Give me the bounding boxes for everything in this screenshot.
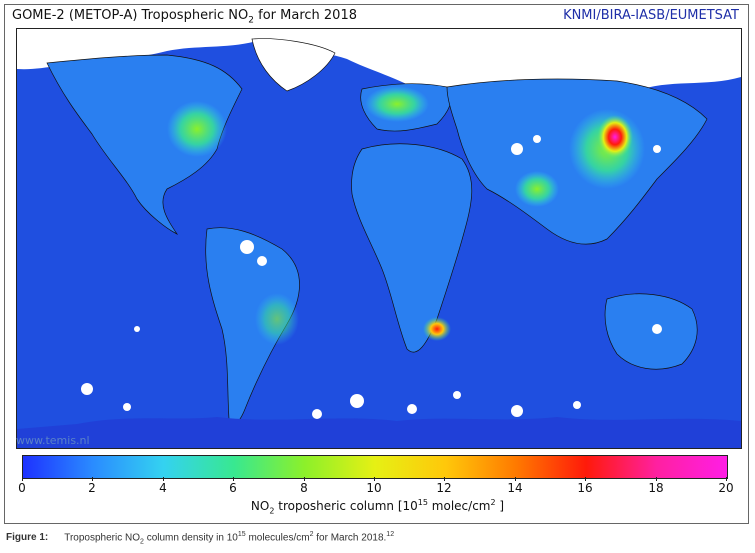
figure-number: Figure 1: [6, 532, 49, 544]
colorbar-tick [656, 477, 657, 481]
colorbar-tick-label: 20 [718, 481, 734, 495]
southern-ocean [17, 417, 741, 448]
colorbar-tick [304, 477, 305, 481]
no-data-arctic [17, 29, 741, 91]
world-map-svg [17, 29, 741, 448]
africa [351, 143, 473, 353]
map-title: GOME-2 (METOP-A) Tropospheric NO2 for Ma… [12, 8, 357, 26]
hotspot-us [167, 101, 227, 157]
colorbar-tick [22, 477, 23, 481]
no2-map [16, 28, 742, 449]
greenland [251, 38, 336, 92]
colorbar-tick-label: 8 [300, 481, 308, 495]
hotspot-europe [365, 86, 429, 122]
colorbar-tick [233, 477, 234, 481]
watermark-text: www.temis.nl [16, 434, 90, 447]
colorbar-tick [515, 477, 516, 481]
colorbar-label: NO2 troposheric column [1015 molec/cm2 ] [250, 498, 505, 516]
colorbar-tick [585, 477, 586, 481]
colorbar-tick [444, 477, 445, 481]
colorbar-tick-label: 16 [577, 481, 593, 495]
colorbar-tick-label: 0 [18, 481, 26, 495]
north-america [46, 54, 243, 235]
colorbar-tick [163, 477, 164, 481]
no-data-patches [81, 135, 662, 419]
colorbar [22, 455, 728, 479]
hotspot-india [515, 171, 559, 207]
colorbar-tick-label: 10 [366, 481, 382, 495]
colorbar-tick [374, 477, 375, 481]
colorbar-tick-label: 2 [88, 481, 96, 495]
colorbar-tick-label: 4 [159, 481, 167, 495]
credit-text: KNMI/BIRA-IASB/EUMETSAT [563, 8, 739, 23]
australia [604, 293, 698, 370]
colorbar-tick-label: 6 [229, 481, 237, 495]
hotspot-china [597, 115, 633, 159]
colorbar-tick-label: 12 [436, 481, 452, 495]
colorbar-tick-label: 14 [507, 481, 523, 495]
figure-caption: Figure 1: Tropospheric NO2 column density… [6, 531, 395, 546]
hotspot-south-africa [423, 317, 451, 341]
colorbar-tick [726, 477, 727, 481]
colorbar-tick [92, 477, 93, 481]
south-america [205, 227, 300, 425]
colorbar-tick-label: 18 [648, 481, 664, 495]
hotspot-south-america [255, 293, 299, 345]
